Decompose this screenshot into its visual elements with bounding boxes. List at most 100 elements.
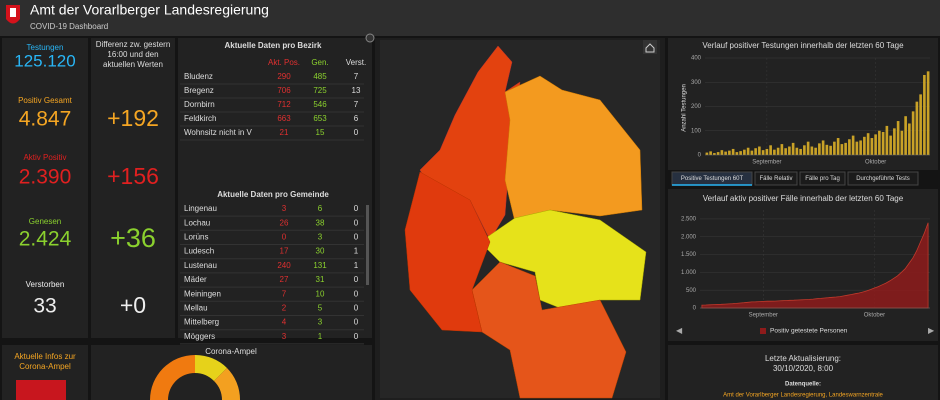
y-tick-label: 500 <box>686 288 697 294</box>
bar <box>758 146 761 155</box>
table-title: Aktuelle Daten pro Bezirk <box>225 41 322 50</box>
tab[interactable] <box>754 171 798 186</box>
home-icon <box>645 43 655 53</box>
map-region[interactable] <box>404 171 491 333</box>
bar <box>739 151 742 155</box>
table-cell: 30 <box>316 247 325 256</box>
table-cell: 485 <box>313 72 327 81</box>
y-tick-label: 200 <box>691 104 702 110</box>
y-tick-label: 400 <box>691 56 702 62</box>
bar <box>855 141 859 155</box>
table-cell: 4 <box>282 318 287 327</box>
legend-swatch <box>760 328 766 334</box>
bar <box>776 147 780 155</box>
map-region[interactable] <box>504 75 643 223</box>
stat-label: Positiv Gesamt <box>18 96 73 105</box>
bar <box>874 134 877 155</box>
bar <box>791 142 795 155</box>
tab[interactable] <box>799 171 846 186</box>
table-cell: 2 <box>282 304 287 313</box>
bar <box>923 74 926 155</box>
x-tick-label: September <box>752 160 781 166</box>
update-date: 30/10/2020, 8:00 <box>773 364 834 373</box>
row-label: Mittelberg <box>184 318 219 327</box>
bar <box>754 148 757 155</box>
bar <box>848 139 851 155</box>
info-title: Aktuelle Infos zur <box>14 352 76 361</box>
table-cell: 546 <box>313 100 327 109</box>
table-cell: 3 <box>282 332 287 341</box>
bar <box>724 151 727 155</box>
bar <box>780 144 784 155</box>
bar <box>731 148 735 155</box>
table-cell: 131 <box>313 261 327 270</box>
next-arrow[interactable]: ▶ <box>928 326 935 335</box>
y-tick-label: 0 <box>693 306 697 312</box>
donut-segment <box>195 354 227 381</box>
x-tick-label: Oktober <box>865 160 886 166</box>
table-panel <box>178 38 372 338</box>
stat-label: Aktiv Positiv <box>23 153 66 162</box>
y-tick-label: 2.000 <box>681 234 697 240</box>
bar <box>908 123 911 155</box>
stat-label: Genesen <box>29 217 61 226</box>
table-cell: 0 <box>354 304 359 313</box>
header-subtitle: COVID-19 Dashboard <box>30 22 108 31</box>
table-cell: 27 <box>280 275 289 284</box>
bar <box>866 133 870 155</box>
bar <box>728 150 731 155</box>
row-label: Ludesch <box>184 247 214 256</box>
chart-title: Verlauf positiver Testungen innerhalb de… <box>702 41 904 50</box>
bar <box>810 146 814 155</box>
bar <box>735 152 739 155</box>
row-label: Lustenau <box>184 261 217 270</box>
tab-label[interactable]: Fälle pro Tag <box>805 176 840 182</box>
tab[interactable] <box>847 171 919 186</box>
table-cell: 0 <box>354 233 359 242</box>
table-cell: 663 <box>277 114 291 123</box>
bar <box>859 140 862 155</box>
bar <box>746 147 750 155</box>
bar <box>709 151 712 155</box>
ampel-title: Corona-Ampel <box>205 347 257 356</box>
table-cell: 653 <box>313 114 327 123</box>
tab-label[interactable]: Positive Testungen 60T <box>681 176 744 182</box>
table-cell: 0 <box>354 218 359 227</box>
prev-arrow[interactable]: ◀ <box>676 326 683 335</box>
tab-label[interactable]: Durchgeführte Tests <box>856 176 910 182</box>
diff-value: +192 <box>107 105 159 131</box>
bar <box>713 153 716 155</box>
y-tick-label: 0 <box>698 153 702 159</box>
row-label: Lorüns <box>184 233 208 242</box>
table-cell: 0 <box>354 204 359 213</box>
column-header: Akt. Pos. <box>268 58 300 67</box>
header-bar <box>0 0 940 36</box>
table-title: Aktuelle Daten pro Gemeinde <box>217 190 329 199</box>
info-image[interactable] <box>16 380 66 400</box>
table-cell: 706 <box>277 86 291 95</box>
bar <box>881 131 885 155</box>
bar <box>836 138 840 155</box>
tab-label[interactable]: Fälle Relativ <box>759 176 792 182</box>
stats-panel <box>2 38 88 338</box>
expand-icon[interactable] <box>365 33 375 43</box>
bar <box>900 130 904 155</box>
table-cell: 0 <box>354 318 359 327</box>
bar <box>915 101 919 155</box>
source-text: Amt der Vorarlberger Landesregierung, La… <box>723 393 883 399</box>
bar <box>784 148 787 155</box>
row-label: Lochau <box>184 218 210 227</box>
table-cell: 712 <box>277 100 291 109</box>
bar <box>743 149 746 155</box>
row-label: Bludenz <box>184 72 213 81</box>
diff-value: +156 <box>107 163 159 189</box>
map-region[interactable] <box>479 209 647 313</box>
table-cell: 240 <box>277 261 291 270</box>
table-cell: 38 <box>316 218 325 227</box>
table-cell: 7 <box>354 72 359 81</box>
scrollbar[interactable] <box>366 205 369 285</box>
stat-label: Verstorben <box>26 280 65 289</box>
bar <box>821 140 825 155</box>
map[interactable] <box>380 40 660 399</box>
